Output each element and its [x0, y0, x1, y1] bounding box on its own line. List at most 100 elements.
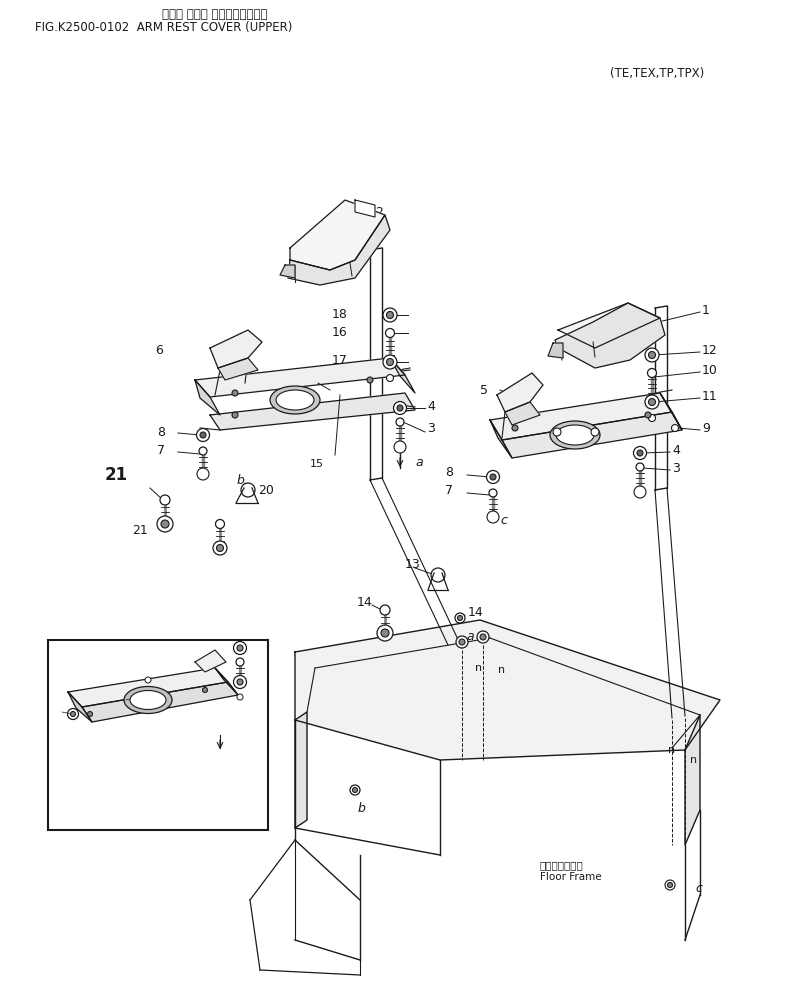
Circle shape	[145, 677, 151, 683]
Text: 後方用アタッチメント: 後方用アタッチメント	[75, 791, 129, 800]
Text: For Rear Attachment: For Rear Attachment	[82, 803, 184, 813]
Circle shape	[383, 308, 397, 322]
Circle shape	[237, 645, 243, 651]
Polygon shape	[502, 412, 682, 458]
Circle shape	[637, 450, 643, 456]
Circle shape	[157, 516, 173, 532]
Circle shape	[490, 474, 496, 480]
Circle shape	[512, 425, 518, 431]
Circle shape	[367, 377, 373, 383]
Circle shape	[396, 418, 404, 426]
Circle shape	[667, 883, 673, 888]
Circle shape	[633, 446, 647, 459]
Ellipse shape	[124, 687, 172, 714]
Circle shape	[458, 616, 462, 621]
Polygon shape	[218, 358, 258, 380]
Text: 4: 4	[672, 443, 680, 456]
Circle shape	[352, 788, 357, 793]
Text: a: a	[225, 750, 232, 763]
Circle shape	[87, 712, 93, 717]
Circle shape	[71, 712, 75, 717]
Text: c: c	[500, 515, 507, 528]
Text: 19: 19	[55, 707, 68, 717]
Text: アーム レスト カバー（アッパ）: アーム レスト カバー（アッパ）	[162, 7, 268, 20]
Ellipse shape	[550, 421, 600, 449]
Ellipse shape	[556, 425, 594, 445]
Text: a: a	[415, 455, 422, 468]
Circle shape	[385, 328, 395, 337]
Text: n: n	[690, 755, 697, 765]
Polygon shape	[288, 215, 390, 285]
Text: 15: 15	[102, 697, 115, 707]
Circle shape	[350, 785, 360, 795]
Circle shape	[161, 520, 169, 528]
Circle shape	[237, 694, 243, 700]
Circle shape	[380, 605, 390, 615]
Polygon shape	[195, 650, 226, 672]
Circle shape	[216, 520, 225, 529]
Circle shape	[200, 432, 206, 438]
Circle shape	[634, 486, 646, 498]
Polygon shape	[68, 692, 92, 722]
Text: 2: 2	[375, 205, 383, 218]
Circle shape	[237, 679, 243, 685]
Circle shape	[487, 511, 499, 523]
Polygon shape	[210, 330, 262, 368]
Text: 14: 14	[357, 597, 373, 610]
Text: n: n	[498, 665, 505, 675]
Polygon shape	[497, 373, 543, 412]
Circle shape	[236, 658, 244, 666]
Text: 11: 11	[702, 389, 717, 402]
Circle shape	[199, 447, 207, 455]
Circle shape	[197, 468, 209, 480]
Polygon shape	[290, 200, 385, 270]
Text: 3: 3	[427, 421, 435, 434]
Polygon shape	[505, 402, 540, 425]
Circle shape	[213, 541, 227, 555]
Circle shape	[68, 709, 78, 720]
Polygon shape	[295, 620, 720, 760]
Circle shape	[648, 351, 655, 358]
Text: フロアフレーム: フロアフレーム	[540, 860, 584, 870]
Circle shape	[233, 676, 246, 689]
Circle shape	[386, 374, 393, 381]
Circle shape	[480, 634, 486, 640]
Text: 5: 5	[480, 383, 488, 396]
Text: 3: 3	[672, 461, 680, 474]
Text: 13: 13	[405, 559, 421, 572]
Text: n: n	[475, 663, 482, 673]
Text: 7: 7	[157, 443, 165, 456]
Text: 8: 8	[445, 466, 453, 479]
Circle shape	[383, 355, 397, 369]
Text: 21: 21	[105, 466, 128, 484]
Text: 8: 8	[157, 425, 165, 438]
Text: b: b	[237, 473, 245, 486]
Circle shape	[477, 631, 489, 643]
Polygon shape	[295, 712, 307, 828]
Circle shape	[431, 568, 445, 582]
Text: 15: 15	[310, 459, 324, 469]
Circle shape	[386, 358, 393, 365]
Circle shape	[645, 395, 659, 409]
Text: 17: 17	[332, 354, 348, 367]
Text: n: n	[668, 745, 675, 755]
Circle shape	[203, 688, 207, 693]
Circle shape	[386, 311, 393, 318]
Polygon shape	[82, 682, 238, 722]
Ellipse shape	[130, 691, 166, 710]
Circle shape	[648, 368, 656, 377]
Polygon shape	[195, 380, 220, 415]
Circle shape	[648, 398, 655, 405]
Ellipse shape	[270, 386, 320, 414]
Circle shape	[394, 441, 406, 453]
Polygon shape	[490, 420, 512, 458]
Circle shape	[459, 639, 465, 645]
Polygon shape	[68, 668, 228, 707]
Polygon shape	[660, 393, 682, 430]
Circle shape	[487, 470, 499, 483]
Text: FIG.K2500-0102  ARM REST COVER (UPPER): FIG.K2500-0102 ARM REST COVER (UPPER)	[35, 21, 292, 34]
Circle shape	[456, 636, 468, 648]
Ellipse shape	[276, 390, 314, 410]
Circle shape	[232, 412, 238, 418]
Circle shape	[393, 401, 407, 414]
